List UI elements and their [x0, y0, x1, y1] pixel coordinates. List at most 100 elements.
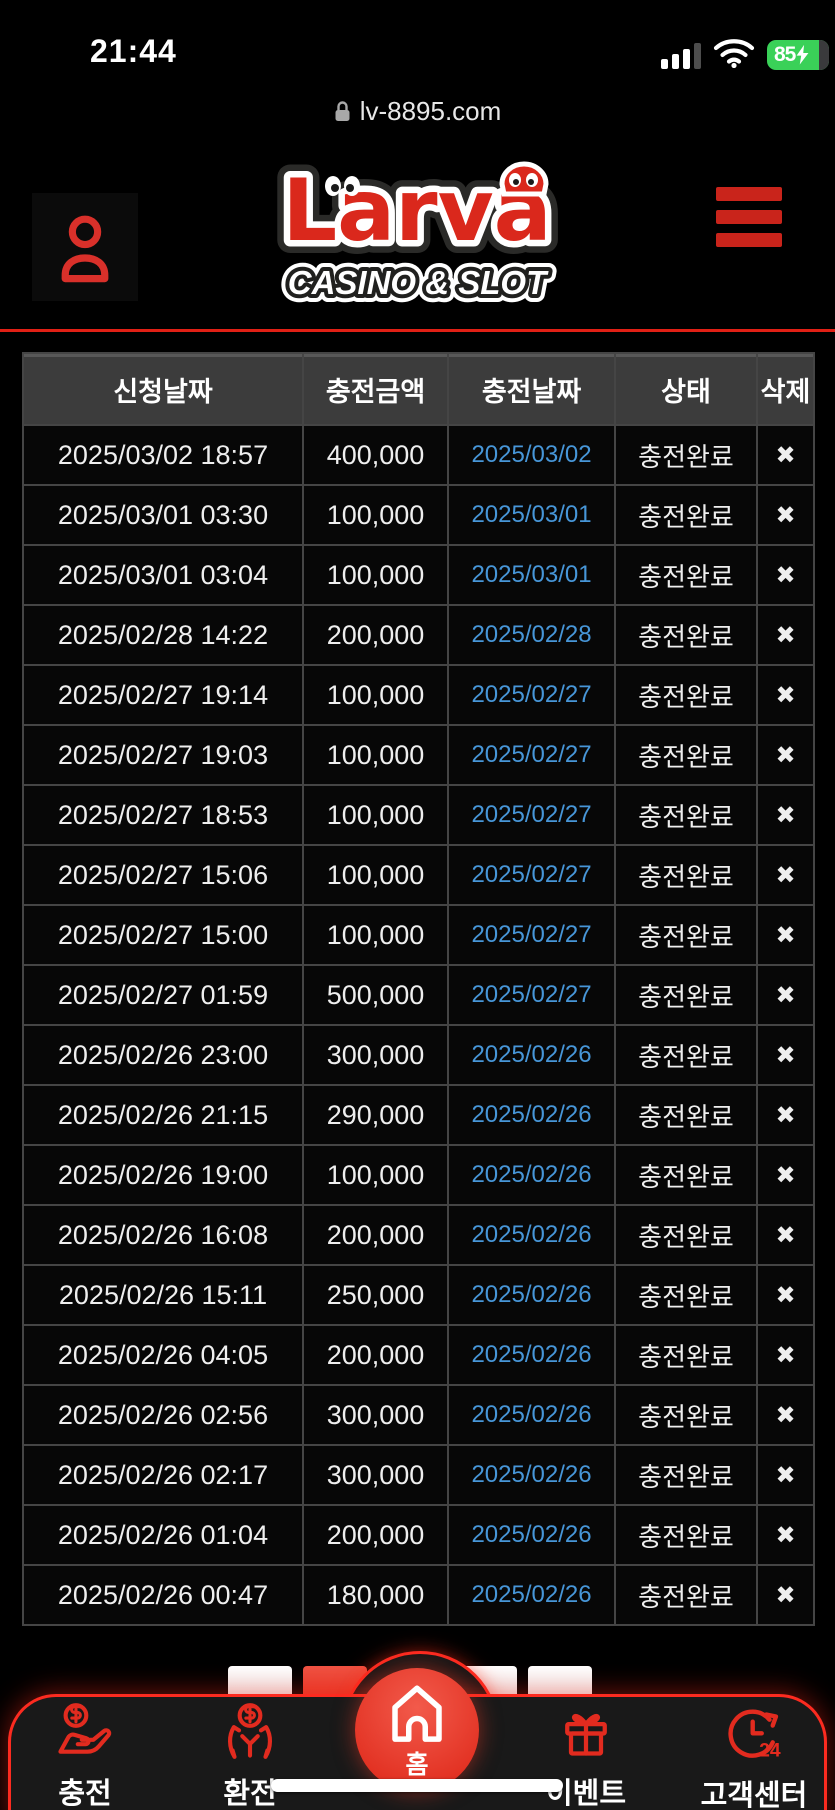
larva-eyes-decoration	[325, 176, 360, 196]
delete-button[interactable]: ✖	[758, 1326, 813, 1384]
charge-date-link[interactable]: 2025/02/26	[449, 1506, 614, 1564]
charge-date-link[interactable]: 2025/02/26	[449, 1446, 614, 1504]
charge-date-link[interactable]: 2025/02/26	[449, 1206, 614, 1264]
delete-button[interactable]: ✖	[758, 786, 813, 844]
charge-date-link[interactable]: 2025/02/26	[449, 1326, 614, 1384]
table-row: 2025/02/26 02:56 300,000 2025/02/26 충전완료…	[24, 1386, 813, 1444]
charge-date-link[interactable]: 2025/02/28	[449, 606, 614, 664]
home-indicator-bar[interactable]	[271, 1779, 563, 1792]
status-cell: 충전완료	[616, 666, 756, 724]
svg-text:24: 24	[759, 1740, 781, 1762]
amount-cell: 180,000	[304, 1566, 447, 1624]
delete-button[interactable]: ✖	[758, 426, 813, 484]
status-cell: 충전완료	[616, 606, 756, 664]
amount-cell: 100,000	[304, 666, 447, 724]
delete-button[interactable]: ✖	[758, 1566, 813, 1624]
charge-date-link[interactable]: 2025/02/27	[449, 786, 614, 844]
col-delete: 삭제	[758, 354, 813, 424]
nav-item-label: 환전	[223, 1778, 277, 1810]
delete-button[interactable]: ✖	[758, 1026, 813, 1084]
delete-button[interactable]: ✖	[758, 606, 813, 664]
charge-date-link[interactable]: 2025/02/26	[449, 1266, 614, 1324]
charge-date-link[interactable]: 2025/02/26	[449, 1086, 614, 1144]
charge-date-link[interactable]: 2025/03/01	[449, 486, 614, 544]
amount-cell: 100,000	[304, 726, 447, 784]
table-row: 2025/02/27 19:03 100,000 2025/02/27 충전완료…	[24, 726, 813, 784]
amount-cell: 100,000	[304, 546, 447, 604]
profile-button[interactable]	[32, 193, 138, 301]
nav-item-0[interactable]: 충전	[20, 1702, 150, 1810]
hamburger-menu-icon[interactable]	[716, 187, 782, 247]
table-row: 2025/02/27 15:00 100,000 2025/02/27 충전완료…	[24, 906, 813, 964]
nav-item-4[interactable]: 24 고객센터	[689, 1702, 819, 1810]
amount-cell: 250,000	[304, 1266, 447, 1324]
delete-button[interactable]: ✖	[758, 1386, 813, 1444]
amount-cell: 200,000	[304, 1506, 447, 1564]
nav-item-3[interactable]: 이벤트	[521, 1702, 651, 1810]
table-body: 2025/03/02 18:57 400,000 2025/03/02 충전완료…	[24, 426, 813, 1624]
charge-date-link[interactable]: 2025/02/27	[449, 666, 614, 724]
table-row: 2025/02/26 01:04 200,000 2025/02/26 충전완료…	[24, 1506, 813, 1564]
charge-date-link[interactable]: 2025/02/26	[449, 1386, 614, 1444]
delete-button[interactable]: ✖	[758, 486, 813, 544]
status-cell: 충전완료	[616, 1326, 756, 1384]
delete-button[interactable]: ✖	[758, 1266, 813, 1324]
delete-button[interactable]: ✖	[758, 1506, 813, 1564]
col-charge-date: 충전날짜	[449, 354, 614, 424]
table-row: 2025/02/28 14:22 200,000 2025/02/28 충전완료…	[24, 606, 813, 664]
col-status: 상태	[616, 354, 756, 424]
delete-button[interactable]: ✖	[758, 1206, 813, 1264]
table-row: 2025/03/02 18:57 400,000 2025/03/02 충전완료…	[24, 426, 813, 484]
delete-button[interactable]: ✖	[758, 846, 813, 904]
gift-icon	[556, 1702, 616, 1765]
amount-cell: 290,000	[304, 1086, 447, 1144]
nav-item-1[interactable]: 환전	[185, 1702, 315, 1810]
charge-date-link[interactable]: 2025/02/27	[449, 726, 614, 784]
charge-date-link[interactable]: 2025/02/27	[449, 846, 614, 904]
delete-button[interactable]: ✖	[758, 666, 813, 724]
request-date-cell: 2025/03/02 18:57	[24, 426, 302, 484]
status-cell: 충전완료	[616, 1566, 756, 1624]
amount-cell: 200,000	[304, 606, 447, 664]
site-logo[interactable]: Larva Larva Larva CASINO & SLOT CASINO &…	[240, 142, 594, 310]
clock-24-icon: 24	[723, 1702, 785, 1767]
delete-button[interactable]: ✖	[758, 966, 813, 1024]
table-row: 2025/02/26 00:47 180,000 2025/02/26 충전완료…	[24, 1566, 813, 1624]
status-cell: 충전완료	[616, 786, 756, 844]
delete-button[interactable]: ✖	[758, 546, 813, 604]
hands-coin-icon	[219, 1702, 281, 1765]
amount-cell: 200,000	[304, 1206, 447, 1264]
request-date-cell: 2025/02/26 00:47	[24, 1566, 302, 1624]
amount-cell: 300,000	[304, 1026, 447, 1084]
status-cell: 충전완료	[616, 726, 756, 784]
table-row: 2025/02/27 18:53 100,000 2025/02/27 충전완료…	[24, 786, 813, 844]
charge-date-link[interactable]: 2025/02/27	[449, 906, 614, 964]
charging-bolt-icon	[796, 44, 809, 65]
delete-button[interactable]: ✖	[758, 726, 813, 784]
status-icons: 85	[661, 36, 829, 73]
battery-indicator: 85	[767, 39, 829, 70]
request-date-cell: 2025/02/27 19:14	[24, 666, 302, 724]
charge-date-link[interactable]: 2025/03/02	[449, 426, 614, 484]
delete-button[interactable]: ✖	[758, 1446, 813, 1504]
amount-cell: 100,000	[304, 906, 447, 964]
amount-cell: 400,000	[304, 426, 447, 484]
charge-date-link[interactable]: 2025/02/26	[449, 1146, 614, 1204]
delete-button[interactable]: ✖	[758, 906, 813, 964]
url-bar[interactable]: lv-8895.com	[0, 96, 835, 127]
delete-button[interactable]: ✖	[758, 1146, 813, 1204]
charge-date-link[interactable]: 2025/02/26	[449, 1026, 614, 1084]
svg-text:CASINO & SLOT: CASINO & SLOT	[288, 264, 549, 301]
charge-date-link[interactable]: 2025/03/01	[449, 546, 614, 604]
status-cell: 충전완료	[616, 426, 756, 484]
status-cell: 충전완료	[616, 1386, 756, 1444]
status-cell: 충전완료	[616, 1266, 756, 1324]
delete-button[interactable]: ✖	[758, 1086, 813, 1144]
charge-date-link[interactable]: 2025/02/26	[449, 1566, 614, 1624]
larva-bug-decoration	[499, 161, 549, 197]
status-cell: 충전완료	[616, 1446, 756, 1504]
hand-coin-icon	[54, 1702, 116, 1765]
charge-date-link[interactable]: 2025/02/27	[449, 966, 614, 1024]
home-button[interactable]: 홈	[355, 1668, 479, 1792]
